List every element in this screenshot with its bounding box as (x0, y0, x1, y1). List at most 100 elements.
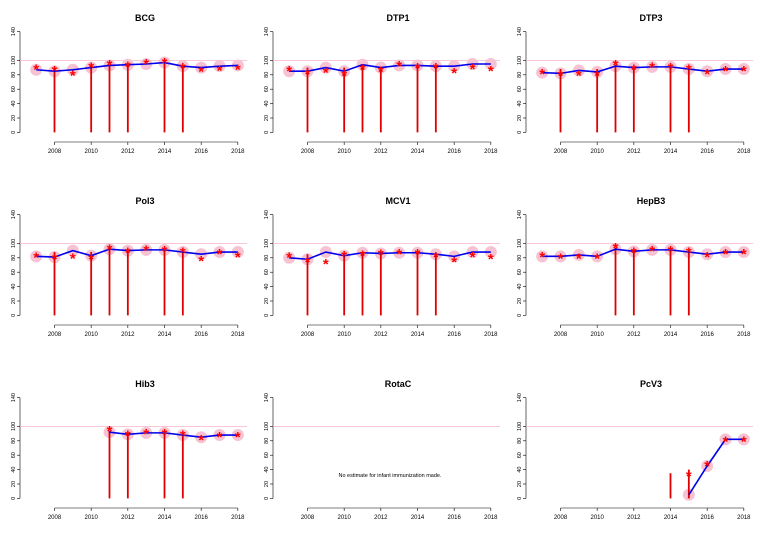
chart-svg: PcV3 0 20 40 60 80 100 140 2008 2010 2012 2014 2016 2… (517, 379, 753, 521)
reported-marker: * (594, 250, 600, 267)
y-tick-label: 20 (517, 115, 523, 121)
y-tick-label: 140 (264, 393, 270, 402)
x-tick-label: 2016 (194, 515, 208, 521)
y-tick-label: 20 (11, 115, 17, 121)
x-tick-label: 2012 (627, 332, 641, 338)
x-tick-label: 2014 (158, 332, 172, 338)
no-estimate-note: No estimate for infant immunization made… (338, 473, 441, 479)
reported-marker: * (305, 66, 311, 83)
y-tick-label: 140 (11, 393, 17, 402)
x-tick-label: 2008 (554, 515, 568, 521)
chart-svg: HepB3 0 20 40 60 80 100 140 2008 2010 2012 2014 2016… (517, 196, 753, 338)
y-tick-label: 40 (264, 101, 270, 107)
y-tick-label: 140 (11, 27, 17, 36)
chart-panel-pol3: Pol3 0 20 40 60 80 100 140 2008 2010 2012 2014 2016 2… (0, 183, 253, 346)
y-tick-label: 60 (517, 269, 523, 275)
x-tick-label: 2010 (590, 332, 604, 338)
y-tick-label: 60 (264, 452, 270, 458)
chart-panel-rotac: RotaC 0 20 40 60 80 100 140 2008 2010 2012 2014 2016… (253, 366, 506, 529)
chart-title: Hib3 (135, 379, 155, 389)
reported-marker: * (558, 250, 564, 267)
reported-marker: * (741, 63, 747, 80)
reported-marker: * (162, 55, 168, 72)
x-tick-label: 2018 (484, 149, 498, 155)
y-tick-label: 60 (11, 269, 17, 275)
x-tick-label: 2016 (194, 149, 208, 155)
y-tick-label: 0 (264, 314, 270, 317)
reported-marker: * (341, 67, 347, 84)
chart-panel-hib3: Hib3 0 20 40 60 80 100 140 2008 2010 2012 2014 2016 2… (0, 366, 253, 529)
y-tick-label: 100 (264, 56, 270, 65)
reported-marker: * (451, 254, 457, 271)
chart-title: HepB3 (637, 196, 666, 206)
y-tick-label: 140 (264, 210, 270, 219)
x-tick-label: 2008 (301, 515, 315, 521)
reported-marker: * (198, 64, 204, 81)
y-tick-label: 40 (517, 467, 523, 473)
reported-marker: * (488, 251, 494, 268)
reported-marker: * (396, 246, 402, 263)
y-tick-label: 20 (264, 298, 270, 304)
y-tick-label: 100 (11, 56, 17, 65)
y-tick-label: 0 (11, 131, 17, 134)
estimate-line (289, 63, 491, 73)
chart-svg: DTP1 0 20 40 60 80 100 140 2008 2010 2012 2014 2016 2… (264, 13, 500, 155)
reported-marker: * (125, 59, 131, 76)
estimate-point (30, 250, 43, 263)
y-tick-label: 80 (11, 438, 17, 444)
estimate-line (688, 438, 744, 496)
y-tick-label: 80 (264, 255, 270, 261)
reported-marker: * (286, 63, 292, 80)
x-tick-label: 2008 (554, 149, 568, 155)
x-tick-label: 2008 (301, 149, 315, 155)
y-tick-label: 100 (517, 56, 523, 65)
estimate-line (542, 65, 744, 75)
reported-marker: * (704, 458, 710, 475)
estimate-line (36, 61, 238, 73)
y-tick-label: 40 (264, 467, 270, 473)
reported-marker: * (88, 251, 94, 268)
reported-marker: * (323, 64, 329, 81)
reported-marker: * (217, 62, 223, 79)
x-tick-label: 2012 (121, 515, 135, 521)
x-tick-label: 2010 (84, 515, 98, 521)
x-tick-label: 2016 (700, 515, 714, 521)
chart-title: PcV3 (640, 379, 662, 389)
reported-marker: * (470, 61, 476, 78)
y-tick-label: 100 (11, 239, 17, 248)
y-tick-label: 60 (11, 452, 17, 458)
y-tick-label: 100 (517, 422, 523, 431)
x-tick-label: 2012 (121, 149, 135, 155)
x-tick-label: 2008 (301, 332, 315, 338)
y-tick-label: 80 (264, 72, 270, 78)
reported-marker: * (52, 63, 58, 80)
reported-marker: * (180, 245, 186, 262)
reported-marker: * (686, 468, 692, 485)
y-tick-label: 80 (517, 255, 523, 261)
chart-svg: DTP3 0 20 40 60 80 100 140 2008 2010 2012 2014 2016 2… (517, 13, 753, 155)
x-tick-label: 2014 (664, 332, 678, 338)
x-tick-label: 2016 (447, 149, 461, 155)
reported-marker: * (235, 249, 241, 266)
x-tick-label: 2018 (484, 515, 498, 521)
reported-marker: * (341, 248, 347, 265)
y-tick-label: 100 (11, 422, 17, 431)
reported-marker: * (217, 429, 223, 446)
y-tick-label: 40 (517, 101, 523, 107)
x-tick-label: 2014 (411, 332, 425, 338)
x-tick-label: 2018 (484, 332, 498, 338)
reported-marker: * (323, 256, 329, 273)
y-tick-label: 20 (264, 115, 270, 121)
reported-marker: * (433, 249, 439, 266)
reported-marker: * (143, 426, 149, 443)
reported-marker: * (378, 64, 384, 81)
x-tick-label: 2018 (737, 332, 751, 338)
y-tick-label: 140 (517, 210, 523, 219)
y-tick-label: 40 (517, 284, 523, 290)
x-tick-label: 2018 (231, 515, 245, 521)
y-tick-label: 20 (517, 298, 523, 304)
reported-marker: * (125, 428, 131, 445)
x-tick-label: 2010 (84, 332, 98, 338)
estimate-line (109, 431, 238, 439)
chart-svg: RotaC 0 20 40 60 80 100 140 2008 2010 2012 2014 2016… (264, 379, 500, 521)
